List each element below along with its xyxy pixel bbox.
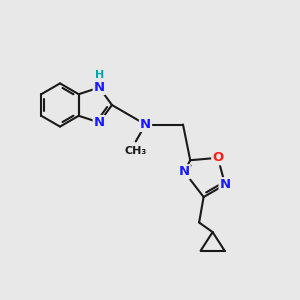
Text: CH₃: CH₃ <box>124 146 147 156</box>
Text: H: H <box>94 70 104 80</box>
Text: N: N <box>140 118 151 131</box>
Text: N: N <box>94 81 105 94</box>
Text: N: N <box>179 165 190 178</box>
Text: O: O <box>212 151 224 164</box>
Text: N: N <box>220 178 231 191</box>
Text: N: N <box>94 116 105 129</box>
